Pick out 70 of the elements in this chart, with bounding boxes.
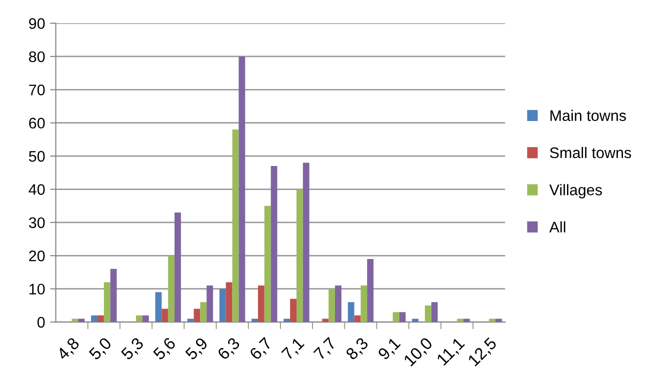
x-tick-label: 9,1 — [377, 336, 402, 362]
legend-label: All — [549, 221, 566, 232]
x-tick-label: 7,7 — [313, 336, 338, 362]
bar — [392, 312, 400, 322]
bar — [431, 302, 438, 322]
bar — [78, 318, 85, 322]
x-tick-label: 6,7 — [248, 336, 274, 362]
bar — [219, 288, 226, 322]
bar — [284, 318, 290, 322]
bar — [97, 315, 104, 322]
bar — [463, 318, 470, 322]
legend-label: Main towns — [550, 110, 626, 122]
bar — [322, 318, 329, 322]
bar — [142, 315, 149, 322]
bar — [302, 162, 310, 322]
y-tick-label: 90 — [29, 18, 45, 29]
x-tick-label: 5,9 — [184, 336, 210, 362]
bar — [104, 282, 110, 322]
bar — [187, 318, 194, 322]
bar — [252, 318, 258, 322]
y-tick-label: 30 — [28, 217, 45, 228]
x-tick-label: 5,6 — [152, 336, 178, 362]
y-tick-label: 70 — [29, 84, 45, 96]
bar — [412, 318, 418, 322]
y-tick-label: 60 — [29, 118, 45, 129]
bar — [194, 308, 200, 322]
y-tick-label: 20 — [29, 250, 45, 262]
bar — [290, 298, 296, 322]
bar — [489, 318, 496, 322]
x-tick-label: 6,3 — [216, 336, 242, 362]
bar — [328, 288, 336, 322]
y-tick-label: 10 — [30, 284, 45, 295]
x-tick-label: 5,3 — [120, 336, 146, 362]
bar — [348, 302, 354, 322]
x-tick-label: 8,3 — [345, 336, 370, 362]
bar — [367, 258, 374, 322]
bar — [238, 56, 246, 322]
bar — [495, 318, 502, 322]
bar — [264, 206, 271, 322]
bar — [226, 282, 232, 322]
bar — [360, 286, 368, 322]
bar — [456, 318, 464, 322]
bar — [296, 189, 303, 322]
bar — [174, 212, 181, 322]
x-tick-label: 4,8 — [56, 336, 82, 362]
y-tick-label: 40 — [28, 184, 45, 195]
bar — [270, 166, 278, 322]
y-tick-label: 80 — [29, 51, 45, 62]
bar — [162, 308, 168, 322]
bar — [354, 315, 361, 322]
bar — [110, 268, 117, 322]
bar — [168, 256, 175, 322]
y-tick-label: 50 — [28, 150, 45, 162]
legend-label: Villages — [549, 184, 602, 198]
bar — [206, 286, 214, 322]
bar — [155, 292, 162, 322]
bar — [258, 286, 264, 322]
bar — [424, 305, 432, 322]
bar — [200, 302, 207, 322]
bar — [72, 318, 78, 322]
x-tick-label: 11,1 — [436, 336, 466, 368]
bar — [91, 315, 98, 322]
bar — [232, 130, 239, 322]
y-tick-label: 0 — [37, 316, 45, 328]
bar — [335, 286, 342, 322]
x-tick-label: 7,1 — [281, 336, 306, 362]
legend-label: Small towns — [550, 146, 632, 158]
x-tick-label: 5,0 — [88, 336, 114, 362]
bar — [399, 312, 406, 322]
bar — [136, 315, 142, 322]
